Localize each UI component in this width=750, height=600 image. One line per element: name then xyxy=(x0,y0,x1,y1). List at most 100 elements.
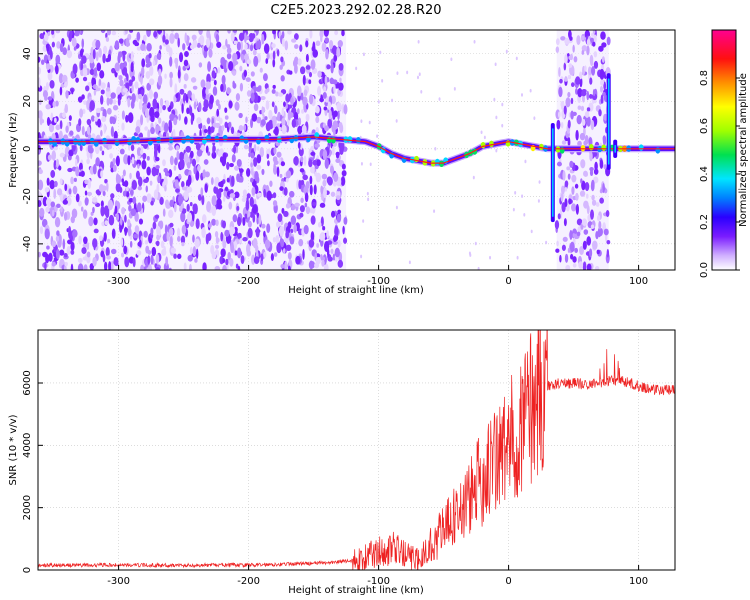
noise-blob xyxy=(210,126,215,134)
noise-blob xyxy=(169,56,173,67)
noise-blob xyxy=(140,264,144,270)
noise-blob xyxy=(303,185,309,195)
noise-blob xyxy=(177,37,180,48)
noise-blob xyxy=(207,151,211,156)
noise-blob xyxy=(70,263,74,270)
noise-blob xyxy=(223,190,228,197)
noise-blob xyxy=(265,100,270,110)
noise-blob xyxy=(110,161,114,167)
noise-blob xyxy=(229,258,234,267)
noise-blob xyxy=(93,67,98,77)
noise-blob xyxy=(169,199,174,208)
noise-blob xyxy=(114,205,118,215)
noise-blob xyxy=(100,89,105,95)
noise-blob xyxy=(328,39,334,50)
noise-blob xyxy=(82,76,88,82)
noise-blob xyxy=(255,44,260,50)
noise-blob xyxy=(47,154,52,161)
noise-speck xyxy=(433,209,436,213)
noise-blob xyxy=(583,172,588,177)
noise-blob xyxy=(60,206,63,213)
noise-blob xyxy=(149,65,154,77)
noise-blob xyxy=(253,256,260,264)
noise-blob xyxy=(189,201,193,207)
noise-blob xyxy=(212,86,218,96)
noise-blob xyxy=(49,80,55,89)
noise-blob xyxy=(324,75,328,86)
noise-blob xyxy=(39,207,45,217)
noise-blob xyxy=(226,52,232,60)
noise-blob xyxy=(156,234,161,241)
noise-blob xyxy=(336,213,342,223)
noise-blob xyxy=(198,62,203,68)
spectrogram-x-tick-label: -300 xyxy=(107,276,130,287)
noise-blob xyxy=(215,235,219,245)
noise-blob xyxy=(90,115,95,122)
noise-blob xyxy=(100,170,104,178)
noise-blob xyxy=(66,196,72,206)
noise-blob xyxy=(140,75,143,85)
noise-blob xyxy=(574,247,579,253)
noise-blob xyxy=(87,143,93,154)
noise-blob xyxy=(204,183,208,193)
noise-blob xyxy=(143,178,149,183)
ridge-blob xyxy=(89,137,95,145)
noise-blob xyxy=(68,188,72,195)
noise-speck xyxy=(524,159,527,164)
noise-blob xyxy=(222,264,227,270)
noise-blob xyxy=(603,228,609,236)
noise-blob xyxy=(127,97,131,108)
noise-blob xyxy=(187,174,192,186)
noise-blob xyxy=(93,88,97,96)
figure-title: C2E5.2023.292.02.28.R20 xyxy=(270,3,441,18)
noise-blob xyxy=(564,37,570,45)
noise-blob xyxy=(222,220,227,229)
noise-blob xyxy=(296,108,300,115)
noise-speck xyxy=(376,134,379,138)
noise-blob xyxy=(310,231,315,242)
noise-blob xyxy=(571,174,577,183)
noise-blob xyxy=(244,43,248,51)
ridge-blob xyxy=(77,139,82,146)
noise-blob xyxy=(72,229,78,238)
noise-blob xyxy=(279,173,283,178)
noise-blob xyxy=(157,143,161,154)
noise-blob xyxy=(138,93,143,100)
noise-blob xyxy=(95,39,101,49)
spectrogram-y-tick-label: 20 xyxy=(22,95,33,108)
noise-blob xyxy=(100,82,106,90)
noise-blob xyxy=(194,258,198,263)
noise-blob xyxy=(64,103,68,114)
noise-blob xyxy=(580,159,586,169)
noise-blob xyxy=(134,41,140,47)
noise-blob xyxy=(573,56,578,63)
noise-blob xyxy=(250,118,254,129)
noise-blob xyxy=(331,45,337,55)
noise-blob xyxy=(283,210,289,218)
snr-y-tick-label: 2000 xyxy=(22,495,33,520)
noise-speck xyxy=(501,102,504,107)
noise-speck xyxy=(501,123,504,128)
noise-blob xyxy=(280,264,285,269)
ridge-blob xyxy=(127,139,132,146)
noise-blob xyxy=(301,124,307,135)
noise-blob xyxy=(210,177,214,186)
noise-blob xyxy=(556,161,562,167)
noise-blob xyxy=(148,78,155,86)
noise-blob xyxy=(259,146,265,158)
noise-blob xyxy=(323,30,329,37)
noise-blob xyxy=(64,261,68,267)
noise-blob xyxy=(130,62,134,73)
noise-speck xyxy=(395,119,398,123)
noise-blob xyxy=(271,88,276,94)
noise-blob xyxy=(264,89,269,95)
noise-blob xyxy=(215,33,220,43)
ridge-blob xyxy=(185,135,191,142)
noise-blob xyxy=(98,184,104,193)
noise-blob xyxy=(120,237,124,247)
noise-blob xyxy=(327,101,332,111)
ridge-blob xyxy=(638,144,644,151)
noise-blob xyxy=(256,146,260,151)
noise-blob xyxy=(245,77,251,82)
noise-blob xyxy=(198,30,203,36)
